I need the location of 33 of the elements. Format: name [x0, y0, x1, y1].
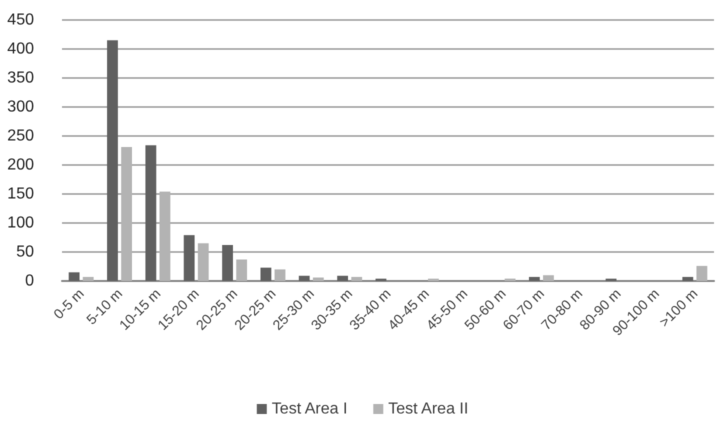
- x-tick-label: 0-5 m: [50, 285, 87, 322]
- y-tick-label: 300: [7, 98, 34, 116]
- bar: [198, 243, 209, 281]
- bar: [222, 245, 233, 281]
- bar: [82, 276, 94, 281]
- bar: [68, 272, 80, 281]
- bar: [696, 266, 708, 281]
- bar: [337, 276, 348, 281]
- bar: [543, 275, 554, 281]
- y-tick-label: 250: [7, 128, 34, 144]
- y-tick-label: 200: [7, 156, 34, 174]
- y-tick-label: 450: [7, 12, 34, 28]
- bar: [682, 276, 694, 281]
- y-tick-label: 150: [7, 186, 34, 202]
- bar: [145, 145, 156, 281]
- bar: [236, 260, 248, 281]
- bar: [298, 276, 310, 281]
- bar: [528, 276, 540, 281]
- y-tick-label: 0: [25, 272, 34, 290]
- bar: [107, 40, 118, 281]
- y-tick-label: 100: [7, 214, 34, 232]
- bar: [121, 147, 132, 281]
- bar: [312, 278, 324, 281]
- bar: [274, 269, 286, 281]
- legend-label: Test Area II: [388, 400, 468, 418]
- y-tick-label: 350: [7, 70, 34, 86]
- y-tick-label: 50: [16, 244, 34, 260]
- legend-label: Test Area I: [272, 400, 348, 418]
- y-tick-label: 400: [7, 40, 34, 58]
- bar: [184, 235, 195, 281]
- bar: [160, 192, 170, 281]
- bar: [260, 268, 272, 281]
- bar: [351, 276, 362, 281]
